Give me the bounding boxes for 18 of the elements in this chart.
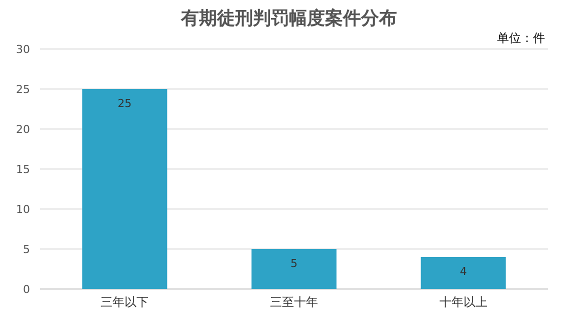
text: 单位：件 bbox=[497, 31, 545, 45]
y-tick-label: 10 bbox=[16, 203, 30, 216]
x-tick-label: 十年以上 bbox=[439, 295, 488, 309]
data-label: 4 bbox=[460, 265, 467, 278]
y-tick-label: 25 bbox=[16, 83, 30, 96]
y-tick-label: 20 bbox=[16, 123, 30, 136]
y-tick-label: 0 bbox=[23, 283, 30, 296]
x-tick-label: 三年以下 bbox=[100, 295, 149, 309]
data-label: 25 bbox=[118, 97, 132, 110]
bar bbox=[82, 89, 168, 289]
y-tick-label: 30 bbox=[16, 43, 30, 56]
chart-title: 有期徒刑判罚幅度案件分布 bbox=[180, 8, 397, 28]
bar bbox=[252, 249, 336, 289]
y-tick-label: 15 bbox=[16, 163, 30, 176]
bar bbox=[420, 257, 506, 289]
x-tick-label: 三至十年 bbox=[270, 295, 318, 309]
data-label: 5 bbox=[290, 257, 298, 270]
y-tick-label: 5 bbox=[23, 243, 30, 256]
